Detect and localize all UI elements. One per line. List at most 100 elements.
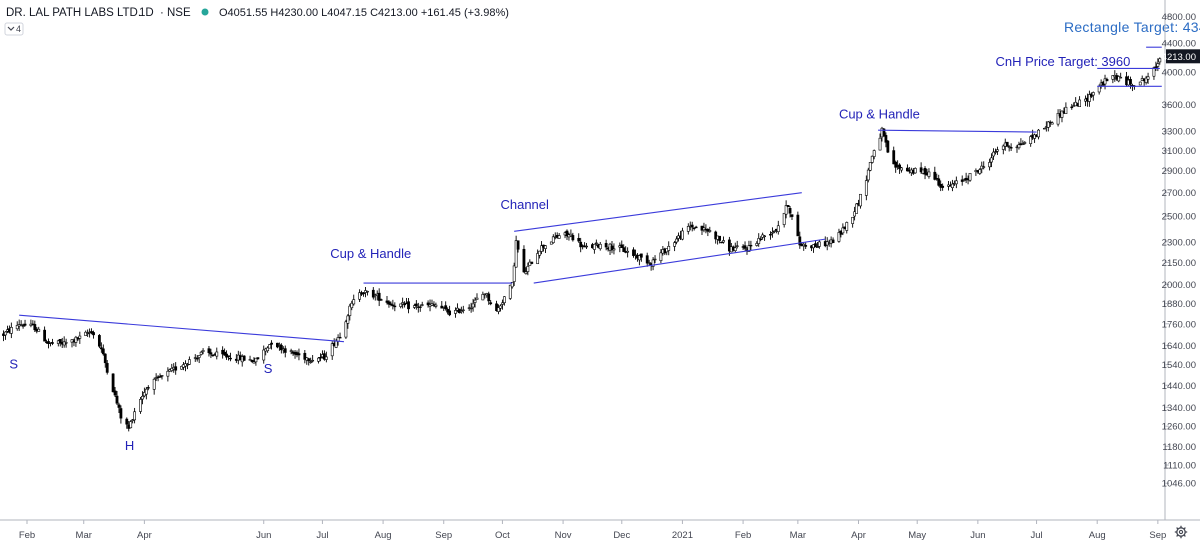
candle-body (103, 353, 107, 364)
candle-body (512, 265, 516, 282)
candle-body (510, 281, 514, 288)
candle-body (994, 151, 997, 153)
indicators-count: 4 (16, 24, 21, 34)
candle-body (129, 421, 133, 429)
price-axis[interactable]: 1046.00 1110.00 1180.00 1260.00 1340.00 1440.… (1162, 12, 1200, 490)
trendlines-layer (19, 46, 1162, 343)
candle-body (283, 348, 287, 353)
candle-body (802, 243, 806, 247)
candle-body (21, 325, 25, 327)
candle-body (681, 230, 684, 240)
indicators-toggle[interactable]: 4 (4, 22, 24, 36)
time-axis[interactable]: Feb Mar Apr Jun Jul Aug Sep Oct Nov Dec 2021 Feb Mar… (19, 520, 1166, 541)
candle-body (735, 245, 739, 247)
candle-body (1064, 106, 1068, 114)
time-tick-label: Jun (256, 530, 271, 541)
candle-body (769, 234, 772, 236)
price-tick-label: 4800.00 (1162, 12, 1196, 23)
candle-body (497, 307, 500, 312)
candle-body (906, 167, 909, 172)
candle-body (33, 324, 37, 331)
candle-body (268, 344, 272, 349)
candle-body (637, 255, 641, 261)
candle-body (352, 299, 356, 305)
ohlc-readout: O4051.55 H4230.00 L4047.15 C4213.00 +161… (219, 7, 509, 19)
candle-body (1001, 145, 1005, 150)
candle-body (119, 408, 123, 419)
candle-body (714, 231, 718, 240)
price-tick-label: 1880.00 (1162, 299, 1196, 310)
candle-body (502, 296, 506, 304)
candle-body (223, 351, 227, 356)
candle-body (686, 226, 690, 232)
candle-body (1023, 142, 1027, 144)
candle-body (864, 180, 868, 196)
indicators-toggle-box[interactable] (4, 22, 24, 36)
gear-icon[interactable] (1174, 525, 1188, 539)
candle-body (626, 250, 630, 253)
candle-body (579, 241, 583, 248)
candle-body (262, 349, 266, 361)
candle-body (913, 168, 917, 174)
candle-body (1056, 113, 1060, 125)
candle-body (297, 353, 301, 356)
candle-body (804, 245, 808, 247)
candle-body (708, 230, 712, 232)
candle-body (201, 350, 205, 352)
candle-body (289, 350, 293, 352)
candle-body (330, 343, 334, 357)
candle-body (853, 211, 856, 217)
candle-body (720, 241, 723, 244)
candle-body (855, 203, 858, 214)
candle-body (469, 307, 473, 310)
symbol-label[interactable]: DR. LAL PATH LABS LTD. (6, 7, 141, 19)
candle-body (653, 258, 657, 261)
candle-body (412, 305, 416, 308)
candle-body (900, 167, 903, 171)
candle-body (1119, 76, 1123, 79)
candle-body (996, 149, 999, 152)
candle-body (722, 240, 725, 243)
candle-body (303, 352, 307, 360)
candle-body (598, 243, 602, 250)
candle-body (933, 171, 937, 180)
candle-body (702, 227, 706, 231)
candle-body (117, 404, 121, 408)
candle-body (475, 297, 479, 300)
time-tick-label: Jun (970, 530, 985, 541)
candle-body (160, 375, 164, 377)
annotation-label: Rectangle Target: 4340 (1064, 19, 1200, 35)
candle-body (403, 303, 407, 306)
candle-body (174, 366, 178, 371)
candle-body (816, 246, 819, 248)
candle-body (796, 214, 800, 237)
candle-body (990, 157, 993, 163)
price-tick-label: 3600.00 (1162, 100, 1196, 111)
candle-body (851, 216, 855, 224)
candle-body (1060, 110, 1064, 118)
time-tick-label: Sep (435, 530, 452, 541)
candle-body (592, 243, 596, 250)
candle-body (43, 329, 47, 342)
price-tick-label: 4000.00 (1162, 68, 1196, 79)
candle-body (577, 238, 581, 242)
time-tick-label: Oct (495, 530, 510, 541)
candle-body (344, 321, 348, 338)
time-tick-label: Dec (613, 530, 630, 541)
candle-body (139, 399, 142, 412)
last-price-label: 4213.00 (1162, 52, 1196, 63)
candle-body (311, 359, 315, 362)
candle-body (1021, 143, 1025, 146)
annotation-label: S (9, 357, 18, 372)
candle-body (759, 238, 763, 241)
candle-body (266, 347, 270, 352)
candle-body (131, 419, 135, 421)
candle-body (170, 367, 174, 371)
candle-body (371, 289, 375, 298)
candle-body (346, 315, 350, 324)
interval-label[interactable]: 1D (139, 7, 154, 19)
candle-body (1129, 78, 1132, 85)
candle-body (481, 294, 485, 301)
candle-body (866, 169, 870, 181)
